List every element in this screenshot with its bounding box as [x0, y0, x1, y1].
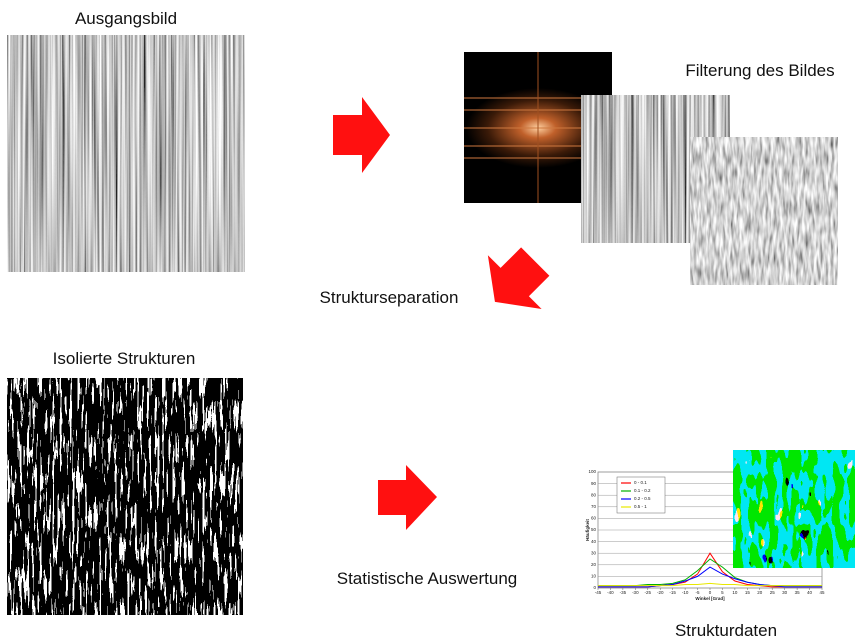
x-tick-label: -15: [669, 590, 676, 595]
legend-label: 0.2 - 0.5: [634, 496, 651, 501]
arrow: [333, 97, 390, 173]
x-tick-label: 5: [721, 590, 724, 595]
y-tick-label: 40: [591, 539, 597, 544]
y-tick-label: 30: [591, 550, 597, 555]
x-axis-label: Winkel [Grad]: [695, 596, 725, 601]
source-image: [7, 35, 245, 272]
x-tick-label: -35: [620, 590, 627, 595]
color-map: [733, 450, 855, 568]
data-label: Strukturdaten: [675, 621, 777, 640]
y-axis-label: Häufigkeit: [585, 519, 590, 541]
arrow: [468, 235, 562, 329]
x-tick-label: -30: [632, 590, 639, 595]
y-tick-label: 80: [591, 492, 597, 497]
x-tick-label: 10: [732, 590, 738, 595]
legend-label: 0.1 - 0.2: [634, 488, 651, 493]
x-tick-label: 15: [745, 590, 751, 595]
x-tick-label: -5: [696, 590, 700, 595]
isolated-label: Isolierte Strukturen: [53, 349, 196, 368]
y-tick-label: 70: [591, 504, 597, 509]
x-tick-label: 25: [770, 590, 776, 595]
x-tick-label: -45: [595, 590, 602, 595]
x-tick-label: -25: [645, 590, 652, 595]
statistics-label: Statistische Auswertung: [337, 569, 517, 588]
y-tick-label: 50: [591, 527, 597, 532]
y-tick-label: 10: [591, 574, 597, 579]
y-tick-label: 60: [591, 516, 597, 521]
x-tick-label: 40: [807, 590, 813, 595]
source-label: Ausgangsbild: [75, 9, 177, 28]
x-tick-label: 30: [782, 590, 788, 595]
arrow: [378, 465, 437, 530]
isolated-image: [7, 378, 243, 615]
x-tick-label: -10: [682, 590, 689, 595]
residual-image: [690, 137, 838, 285]
separation-label: Strukturseparation: [320, 288, 459, 307]
y-tick-label: 20: [591, 562, 597, 567]
x-tick-label: -40: [607, 590, 614, 595]
x-tick-label: 20: [757, 590, 763, 595]
filtering-label: Filterung des Bildes: [685, 61, 834, 80]
x-tick-label: 35: [795, 590, 801, 595]
x-tick-label: 45: [819, 590, 825, 595]
x-tick-label: 0: [709, 590, 712, 595]
y-tick-label: 100: [588, 469, 596, 474]
legend-label: 0 - 0.1: [634, 480, 647, 485]
x-tick-label: -20: [657, 590, 664, 595]
diagram: Ausgangsbild Filterung des Bildes Strukt…: [0, 0, 859, 643]
y-tick-label: 90: [591, 481, 597, 486]
legend-label: 0.5 - 1: [634, 504, 647, 509]
